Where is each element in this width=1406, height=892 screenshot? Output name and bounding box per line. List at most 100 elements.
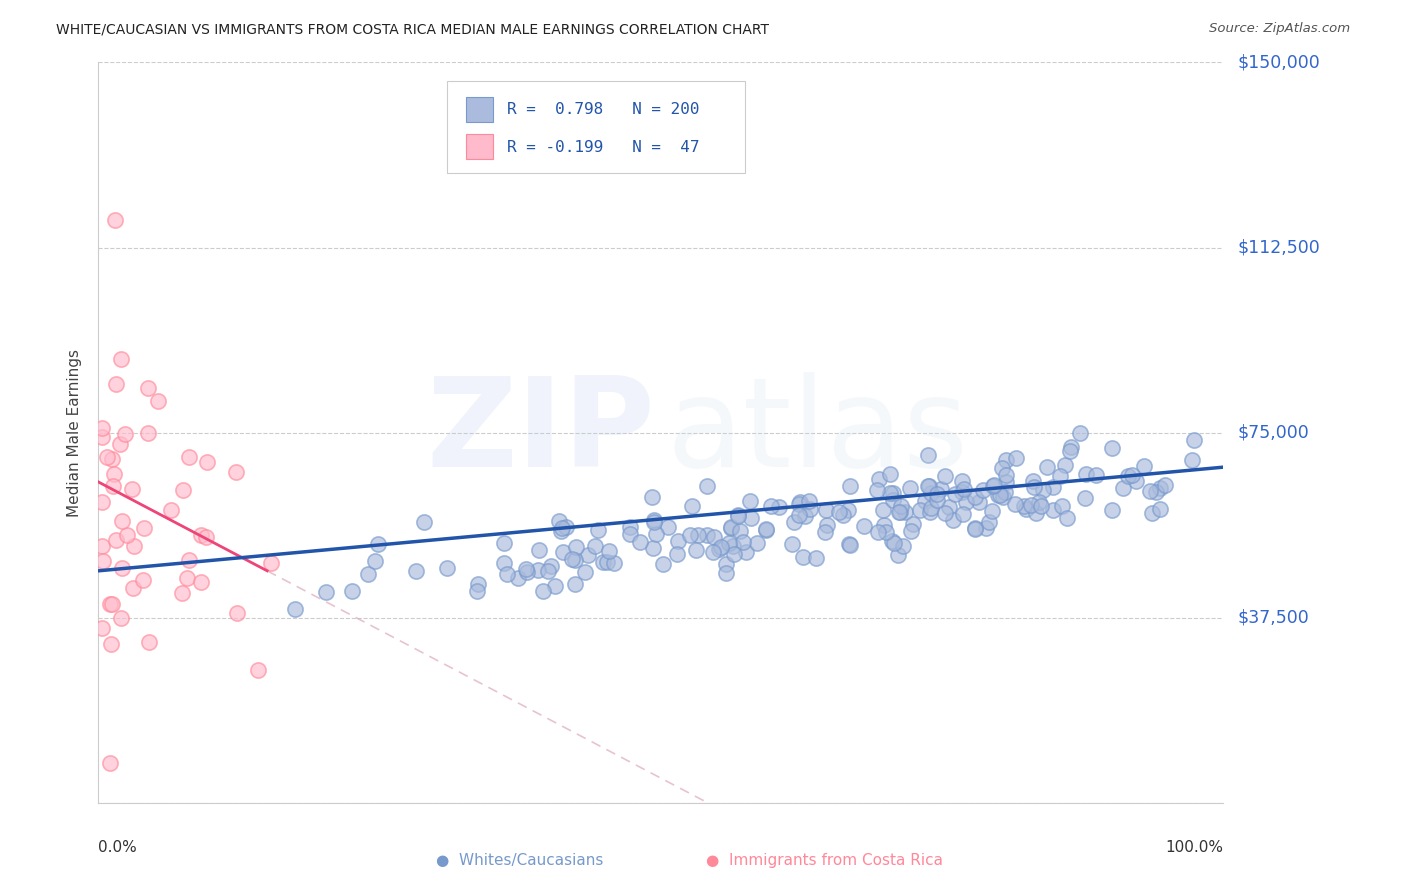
Point — [967, 495, 990, 509]
Text: Source: ZipAtlas.com: Source: ZipAtlas.com — [1209, 22, 1350, 36]
Point — [136, 425, 159, 440]
Point — [100, 452, 122, 467]
Point — [945, 487, 967, 501]
Point — [146, 393, 169, 408]
Point — [1101, 442, 1123, 456]
Point — [901, 517, 924, 532]
Point — [738, 494, 761, 508]
Point — [917, 448, 939, 462]
Point — [100, 637, 122, 651]
Point — [583, 539, 606, 553]
Point — [1101, 502, 1123, 516]
Point — [405, 564, 427, 578]
Point — [976, 521, 998, 535]
Point — [531, 583, 554, 598]
Point — [702, 544, 724, 558]
Point — [1015, 502, 1038, 516]
Point — [731, 534, 754, 549]
Point — [105, 376, 128, 391]
Point — [908, 503, 931, 517]
FancyBboxPatch shape — [447, 81, 745, 173]
Point — [548, 514, 571, 528]
Point — [866, 483, 889, 498]
Point — [981, 504, 1004, 518]
Point — [619, 520, 641, 534]
Point — [934, 507, 956, 521]
Point — [1050, 499, 1073, 513]
Point — [965, 490, 987, 504]
Point — [657, 520, 679, 534]
Point — [544, 579, 567, 593]
Point — [91, 420, 114, 434]
Point — [598, 544, 620, 558]
Point — [938, 500, 960, 514]
Point — [721, 539, 744, 553]
Point — [755, 523, 778, 537]
Point — [681, 500, 703, 514]
Point — [1004, 451, 1026, 466]
Text: atlas: atlas — [666, 372, 969, 493]
Point — [983, 478, 1005, 492]
Point — [887, 505, 910, 519]
Point — [367, 537, 389, 551]
Text: R =  0.798   N = 200: R = 0.798 N = 200 — [506, 102, 699, 117]
Point — [720, 521, 742, 535]
Point — [839, 538, 862, 552]
Point — [574, 565, 596, 579]
Point — [875, 525, 897, 540]
Point — [195, 530, 218, 544]
Text: ZIP: ZIP — [426, 372, 655, 493]
Point — [979, 515, 1001, 529]
Point — [576, 548, 599, 562]
Point — [537, 564, 560, 578]
Point — [872, 503, 894, 517]
Point — [891, 539, 914, 553]
Point — [953, 483, 976, 497]
Point — [602, 556, 624, 570]
Point — [1056, 510, 1078, 524]
Point — [104, 213, 127, 227]
Point — [1139, 483, 1161, 498]
Point — [720, 520, 742, 534]
Point — [1140, 506, 1163, 520]
Point — [110, 351, 132, 366]
Point — [588, 523, 610, 537]
Point — [190, 575, 212, 590]
Point — [111, 561, 134, 575]
Point — [176, 571, 198, 585]
Point — [716, 557, 738, 571]
Point — [799, 494, 821, 508]
Point — [496, 567, 519, 582]
Point — [1059, 444, 1081, 458]
Point — [882, 492, 904, 507]
Point — [917, 478, 939, 492]
Point — [900, 524, 922, 538]
Point — [866, 524, 889, 539]
Point — [696, 479, 718, 493]
Point — [668, 533, 690, 548]
Point — [815, 518, 838, 533]
Point — [226, 606, 249, 620]
Point — [787, 497, 810, 511]
Point — [814, 525, 837, 540]
Point — [740, 511, 762, 525]
Point — [340, 583, 363, 598]
Point — [755, 522, 778, 536]
Point — [527, 543, 550, 558]
Point — [814, 502, 837, 516]
Point — [596, 556, 619, 570]
Point — [1074, 467, 1097, 481]
Point — [1181, 453, 1204, 467]
Point — [190, 527, 212, 541]
Point — [1032, 483, 1054, 497]
Point — [890, 500, 912, 514]
Point — [955, 495, 977, 509]
Point — [1116, 469, 1139, 483]
Point — [110, 437, 132, 451]
Point — [160, 503, 183, 517]
Point — [1060, 440, 1083, 454]
Point — [114, 427, 136, 442]
Point — [101, 478, 124, 492]
Point — [792, 549, 814, 564]
Point — [1025, 506, 1047, 520]
